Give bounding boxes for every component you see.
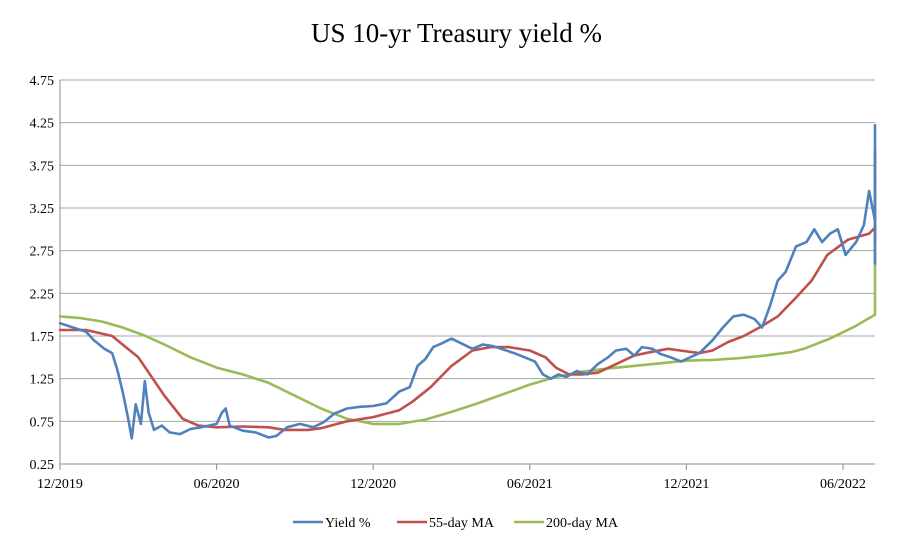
series-lines [58,123,877,440]
chart-title: US 10-yr Treasury yield % [311,18,602,48]
y-tick-label: 4.25 [30,117,55,132]
x-tick-label: 12/2020 [350,477,396,492]
axes [59,80,875,470]
x-tick-label: 12/2021 [663,477,709,492]
y-tick-labels: 0.25 0.75 1.25 1.75 2.25 2.75 3.25 3.75 4.25 4.75 [30,74,55,473]
legend-label: Yield % [325,516,371,531]
y-tick-label: 0.75 [30,415,55,430]
legend-label: 55-day MA [429,516,495,531]
series-line-yield [58,123,877,440]
legend: Yield % 55-day MA 200-day MA [293,516,619,531]
y-tick-label: 3.75 [30,159,55,174]
y-tick-label: 1.75 [30,330,55,345]
gridlines [60,79,875,422]
x-tick-label: 06/2020 [194,477,240,492]
series-line-200-day-ma [58,226,877,426]
x-tick-labels: 12/2019 06/2020 12/2020 06/2021 12/2021 06/20… [37,477,866,492]
series-line-55-day-ma [58,149,877,432]
y-tick-label: 0.25 [30,458,55,473]
y-tick-label: 2.25 [30,287,55,302]
legend-label: 200-day MA [546,516,619,531]
x-tick-label: 06/2021 [507,477,553,492]
x-tick-label: 12/2019 [37,477,83,492]
y-tick-label: 3.25 [30,202,55,217]
y-tick-label: 2.75 [30,245,55,260]
y-tick-label: 1.25 [30,373,55,388]
y-tick-label: 4.75 [30,74,55,89]
x-tick-label: 06/2022 [820,477,866,492]
